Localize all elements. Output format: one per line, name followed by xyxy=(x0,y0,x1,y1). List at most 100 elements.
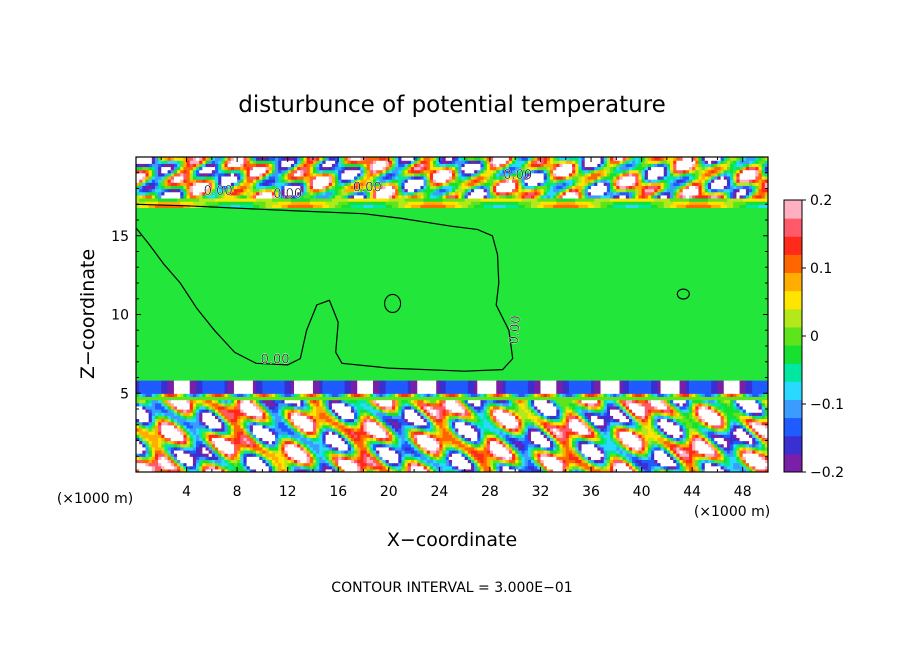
field-cell xyxy=(556,446,561,451)
field-cell xyxy=(730,405,734,410)
field-cell xyxy=(429,468,434,472)
field-cell xyxy=(151,462,156,467)
field-cell xyxy=(227,456,232,460)
field-cell xyxy=(426,440,431,445)
field-cell xyxy=(376,459,380,464)
field-cell xyxy=(512,446,516,451)
field-cell xyxy=(445,449,450,454)
field-cell xyxy=(761,456,766,460)
field-cell xyxy=(347,453,352,457)
field-cell xyxy=(281,434,286,438)
field-cell xyxy=(764,449,768,454)
field-cell xyxy=(265,456,270,460)
field-cell xyxy=(309,453,314,457)
field-cell xyxy=(723,393,728,397)
field-cell xyxy=(521,431,526,435)
field-cell xyxy=(568,443,573,448)
field-cell xyxy=(388,393,393,397)
field-cell xyxy=(594,453,598,457)
field-cell xyxy=(733,465,737,470)
field-cell xyxy=(297,409,301,413)
field-cell xyxy=(641,421,646,426)
field-cell xyxy=(764,421,768,426)
field-cell xyxy=(549,443,554,448)
field-cell xyxy=(632,405,636,410)
field-cell xyxy=(685,412,690,416)
field-cell xyxy=(635,456,640,460)
field-cell xyxy=(717,456,722,460)
field-cell xyxy=(717,412,722,416)
field-cell xyxy=(534,396,538,401)
field-cell xyxy=(256,415,260,420)
field-cell xyxy=(739,468,744,472)
field-cell xyxy=(139,424,143,429)
field-cell xyxy=(439,446,444,451)
field-cell xyxy=(733,412,737,416)
field-cell xyxy=(439,459,444,464)
field-cell xyxy=(448,424,453,429)
field-cell xyxy=(707,440,712,445)
field-cell xyxy=(452,421,456,426)
field-cell xyxy=(281,453,286,457)
field-cell xyxy=(385,456,390,460)
field-cell xyxy=(319,415,324,420)
field-cell xyxy=(354,459,358,464)
field-cell xyxy=(347,405,352,410)
field-cell xyxy=(426,424,431,429)
field-cell xyxy=(717,431,722,435)
field-cell xyxy=(622,437,627,442)
field-cell xyxy=(486,418,491,423)
field-cell xyxy=(341,468,346,472)
field-cell xyxy=(455,453,459,457)
field-cell xyxy=(145,396,150,401)
field-cell xyxy=(692,459,696,464)
field-cell xyxy=(749,437,753,442)
field-cell xyxy=(445,462,450,467)
field-cell xyxy=(151,405,156,410)
field-cell xyxy=(502,434,507,438)
field-cell xyxy=(398,456,403,460)
field-cell xyxy=(221,402,226,407)
field-cell xyxy=(373,402,377,407)
field-cell xyxy=(218,446,222,451)
field-cell xyxy=(376,409,380,413)
field-cell xyxy=(445,402,450,407)
field-cell xyxy=(527,427,532,432)
field-cell xyxy=(635,415,640,420)
field-cell xyxy=(742,443,747,448)
field-cell xyxy=(391,409,396,413)
field-cell xyxy=(309,393,314,397)
field-cell xyxy=(224,440,229,445)
field-cell xyxy=(360,427,365,432)
field-cell xyxy=(682,412,687,416)
field-cell xyxy=(328,431,333,435)
field-cell xyxy=(622,434,627,438)
field-cell xyxy=(369,424,374,429)
field-cell xyxy=(300,424,305,429)
field-cell xyxy=(395,468,399,472)
field-cell xyxy=(303,465,308,470)
field-cell xyxy=(401,396,406,401)
field-cell xyxy=(433,443,437,448)
field-cell xyxy=(521,449,526,454)
field-cell xyxy=(423,393,428,397)
field-cell xyxy=(670,449,674,454)
field-cell xyxy=(401,393,406,397)
field-cell xyxy=(439,443,444,448)
field-cell xyxy=(619,465,624,470)
field-cell xyxy=(610,424,614,429)
field-cell xyxy=(426,412,431,416)
field-cell xyxy=(401,427,406,432)
field-cell xyxy=(369,440,374,445)
field-cell xyxy=(644,418,649,423)
field-cell xyxy=(610,418,614,423)
field-cell xyxy=(613,405,617,410)
field-cell xyxy=(549,409,554,413)
field-cell xyxy=(657,399,662,404)
field-cell xyxy=(338,446,342,451)
field-cell xyxy=(676,459,681,464)
field-cell xyxy=(240,427,245,432)
field-cell xyxy=(360,418,365,423)
field-cell xyxy=(442,465,447,470)
field-cell xyxy=(395,459,399,464)
